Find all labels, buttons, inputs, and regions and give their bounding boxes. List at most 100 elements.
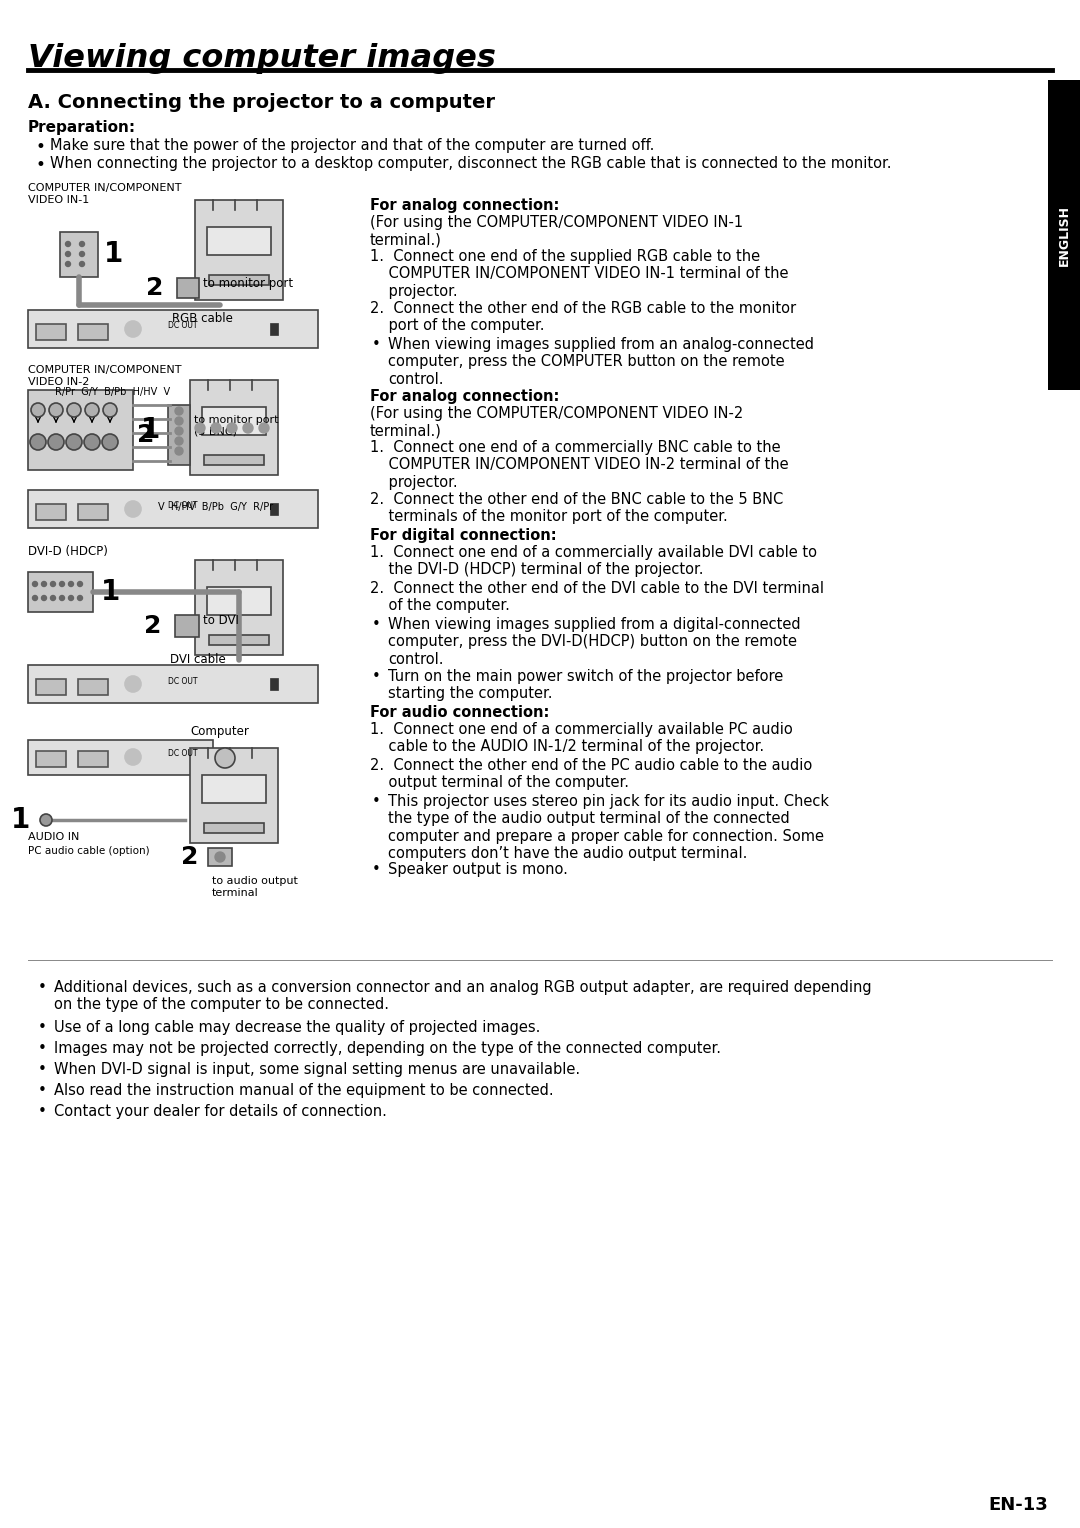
Circle shape	[41, 582, 46, 587]
Text: (For using the COMPUTER/COMPONENT VIDEO IN-2
terminal.): (For using the COMPUTER/COMPONENT VIDEO …	[370, 406, 743, 439]
FancyBboxPatch shape	[270, 322, 278, 335]
Circle shape	[66, 241, 70, 246]
FancyBboxPatch shape	[28, 665, 318, 703]
Text: When connecting the projector to a desktop computer, disconnect the RGB cable th: When connecting the projector to a deskt…	[50, 156, 891, 171]
Text: Contact your dealer for details of connection.: Contact your dealer for details of conne…	[54, 1105, 387, 1118]
Text: to monitor port: to monitor port	[203, 277, 293, 289]
Text: 1.  Connect one end of a commercially available PC audio
    cable to the AUDIO : 1. Connect one end of a commercially ava…	[370, 723, 793, 755]
Circle shape	[175, 406, 183, 416]
Text: •: •	[372, 617, 381, 633]
Text: Use of a long cable may decrease the quality of projected images.: Use of a long cable may decrease the qua…	[54, 1021, 540, 1034]
Text: Images may not be projected correctly, depending on the type of the connected co: Images may not be projected correctly, d…	[54, 1041, 721, 1056]
Circle shape	[125, 749, 141, 766]
Text: For analog connection:: For analog connection:	[370, 199, 559, 212]
Text: 2.  Connect the other end of the RGB cable to the monitor
    port of the comput: 2. Connect the other end of the RGB cabl…	[370, 301, 796, 333]
Text: R/Pr  G/Y  B/Pb  H/HV  V: R/Pr G/Y B/Pb H/HV V	[55, 387, 171, 397]
Text: to DVI: to DVI	[203, 614, 239, 626]
FancyBboxPatch shape	[195, 200, 283, 299]
Text: COMPUTER IN/COMPONENT
VIDEO IN-1: COMPUTER IN/COMPONENT VIDEO IN-1	[28, 183, 181, 205]
Circle shape	[41, 596, 46, 601]
Text: When viewing images supplied from a digital-connected
computer, press the DVI-D(: When viewing images supplied from a digi…	[388, 617, 800, 666]
FancyBboxPatch shape	[270, 678, 278, 691]
Circle shape	[175, 437, 183, 445]
Text: When viewing images supplied from an analog-connected
computer, press the COMPUT: When viewing images supplied from an ana…	[388, 338, 814, 387]
Circle shape	[175, 426, 183, 435]
Circle shape	[59, 596, 65, 601]
Text: EN-13: EN-13	[988, 1496, 1048, 1514]
Circle shape	[59, 582, 65, 587]
Text: ENGLISH: ENGLISH	[1057, 205, 1070, 266]
Circle shape	[103, 403, 117, 417]
FancyBboxPatch shape	[202, 775, 266, 804]
Text: 1: 1	[11, 805, 30, 834]
Text: Additional devices, such as a conversion connector and an analog RGB output adap: Additional devices, such as a conversion…	[54, 979, 872, 1013]
FancyBboxPatch shape	[168, 405, 190, 465]
Text: •: •	[38, 1083, 46, 1099]
Circle shape	[78, 596, 82, 601]
Text: DVI cable: DVI cable	[170, 652, 226, 666]
Circle shape	[32, 582, 38, 587]
Text: •: •	[372, 669, 381, 685]
FancyBboxPatch shape	[175, 614, 199, 637]
Text: to audio output
terminal: to audio output terminal	[212, 876, 298, 897]
Text: •: •	[372, 862, 381, 877]
Text: A. Connecting the projector to a computer: A. Connecting the projector to a compute…	[28, 93, 495, 112]
Circle shape	[227, 423, 237, 432]
Text: •: •	[372, 338, 381, 351]
FancyBboxPatch shape	[78, 504, 108, 520]
Circle shape	[48, 434, 64, 451]
Circle shape	[66, 261, 70, 266]
Text: RGB cable: RGB cable	[172, 312, 233, 325]
Circle shape	[80, 241, 84, 246]
Circle shape	[211, 423, 221, 432]
Text: V  H/HV  B/Pb  G/Y  R/Pr: V H/HV B/Pb G/Y R/Pr	[158, 503, 273, 512]
Text: Preparation:: Preparation:	[28, 121, 136, 134]
Text: For analog connection:: For analog connection:	[370, 390, 559, 403]
Circle shape	[85, 403, 99, 417]
FancyBboxPatch shape	[78, 678, 108, 695]
FancyBboxPatch shape	[204, 824, 264, 833]
Text: DC OUT: DC OUT	[168, 750, 198, 758]
Text: For audio connection:: For audio connection:	[370, 704, 550, 720]
FancyBboxPatch shape	[36, 324, 66, 341]
FancyBboxPatch shape	[36, 750, 66, 767]
Text: 1: 1	[104, 240, 123, 267]
Text: •: •	[38, 1062, 46, 1077]
FancyBboxPatch shape	[1048, 79, 1080, 390]
Text: Computer: Computer	[190, 724, 249, 738]
FancyBboxPatch shape	[204, 455, 264, 465]
Text: to monitor port
(5 BNC): to monitor port (5 BNC)	[194, 416, 279, 437]
Text: Speaker output is mono.: Speaker output is mono.	[388, 862, 568, 877]
Text: 2: 2	[146, 277, 163, 299]
Text: 1: 1	[102, 578, 120, 607]
Circle shape	[31, 403, 45, 417]
Circle shape	[51, 596, 55, 601]
Circle shape	[80, 261, 84, 266]
Circle shape	[30, 434, 46, 451]
FancyBboxPatch shape	[195, 559, 283, 656]
Text: •: •	[38, 1021, 46, 1034]
Text: PC audio cable (option): PC audio cable (option)	[28, 847, 150, 856]
Text: Also read the instruction manual of the equipment to be connected.: Also read the instruction manual of the …	[54, 1083, 554, 1099]
Circle shape	[51, 582, 55, 587]
Circle shape	[259, 423, 269, 432]
Circle shape	[67, 403, 81, 417]
Text: 2.  Connect the other end of the DVI cable to the DVI terminal
    of the comput: 2. Connect the other end of the DVI cabl…	[370, 581, 824, 613]
FancyBboxPatch shape	[210, 275, 269, 286]
Text: •: •	[372, 795, 381, 808]
FancyBboxPatch shape	[207, 228, 271, 255]
Text: Make sure that the power of the projector and that of the computer are turned of: Make sure that the power of the projecto…	[50, 138, 654, 153]
Text: DC OUT: DC OUT	[168, 677, 198, 686]
FancyBboxPatch shape	[210, 636, 269, 645]
Circle shape	[84, 434, 100, 451]
FancyBboxPatch shape	[78, 324, 108, 341]
Circle shape	[125, 501, 141, 516]
Text: •: •	[38, 979, 46, 995]
Text: 2: 2	[137, 423, 154, 448]
Circle shape	[49, 403, 63, 417]
FancyBboxPatch shape	[36, 678, 66, 695]
Text: 2.  Connect the other end of the PC audio cable to the audio
    output terminal: 2. Connect the other end of the PC audio…	[370, 758, 812, 790]
Text: •: •	[38, 1041, 46, 1056]
FancyBboxPatch shape	[177, 278, 199, 298]
Circle shape	[68, 596, 73, 601]
